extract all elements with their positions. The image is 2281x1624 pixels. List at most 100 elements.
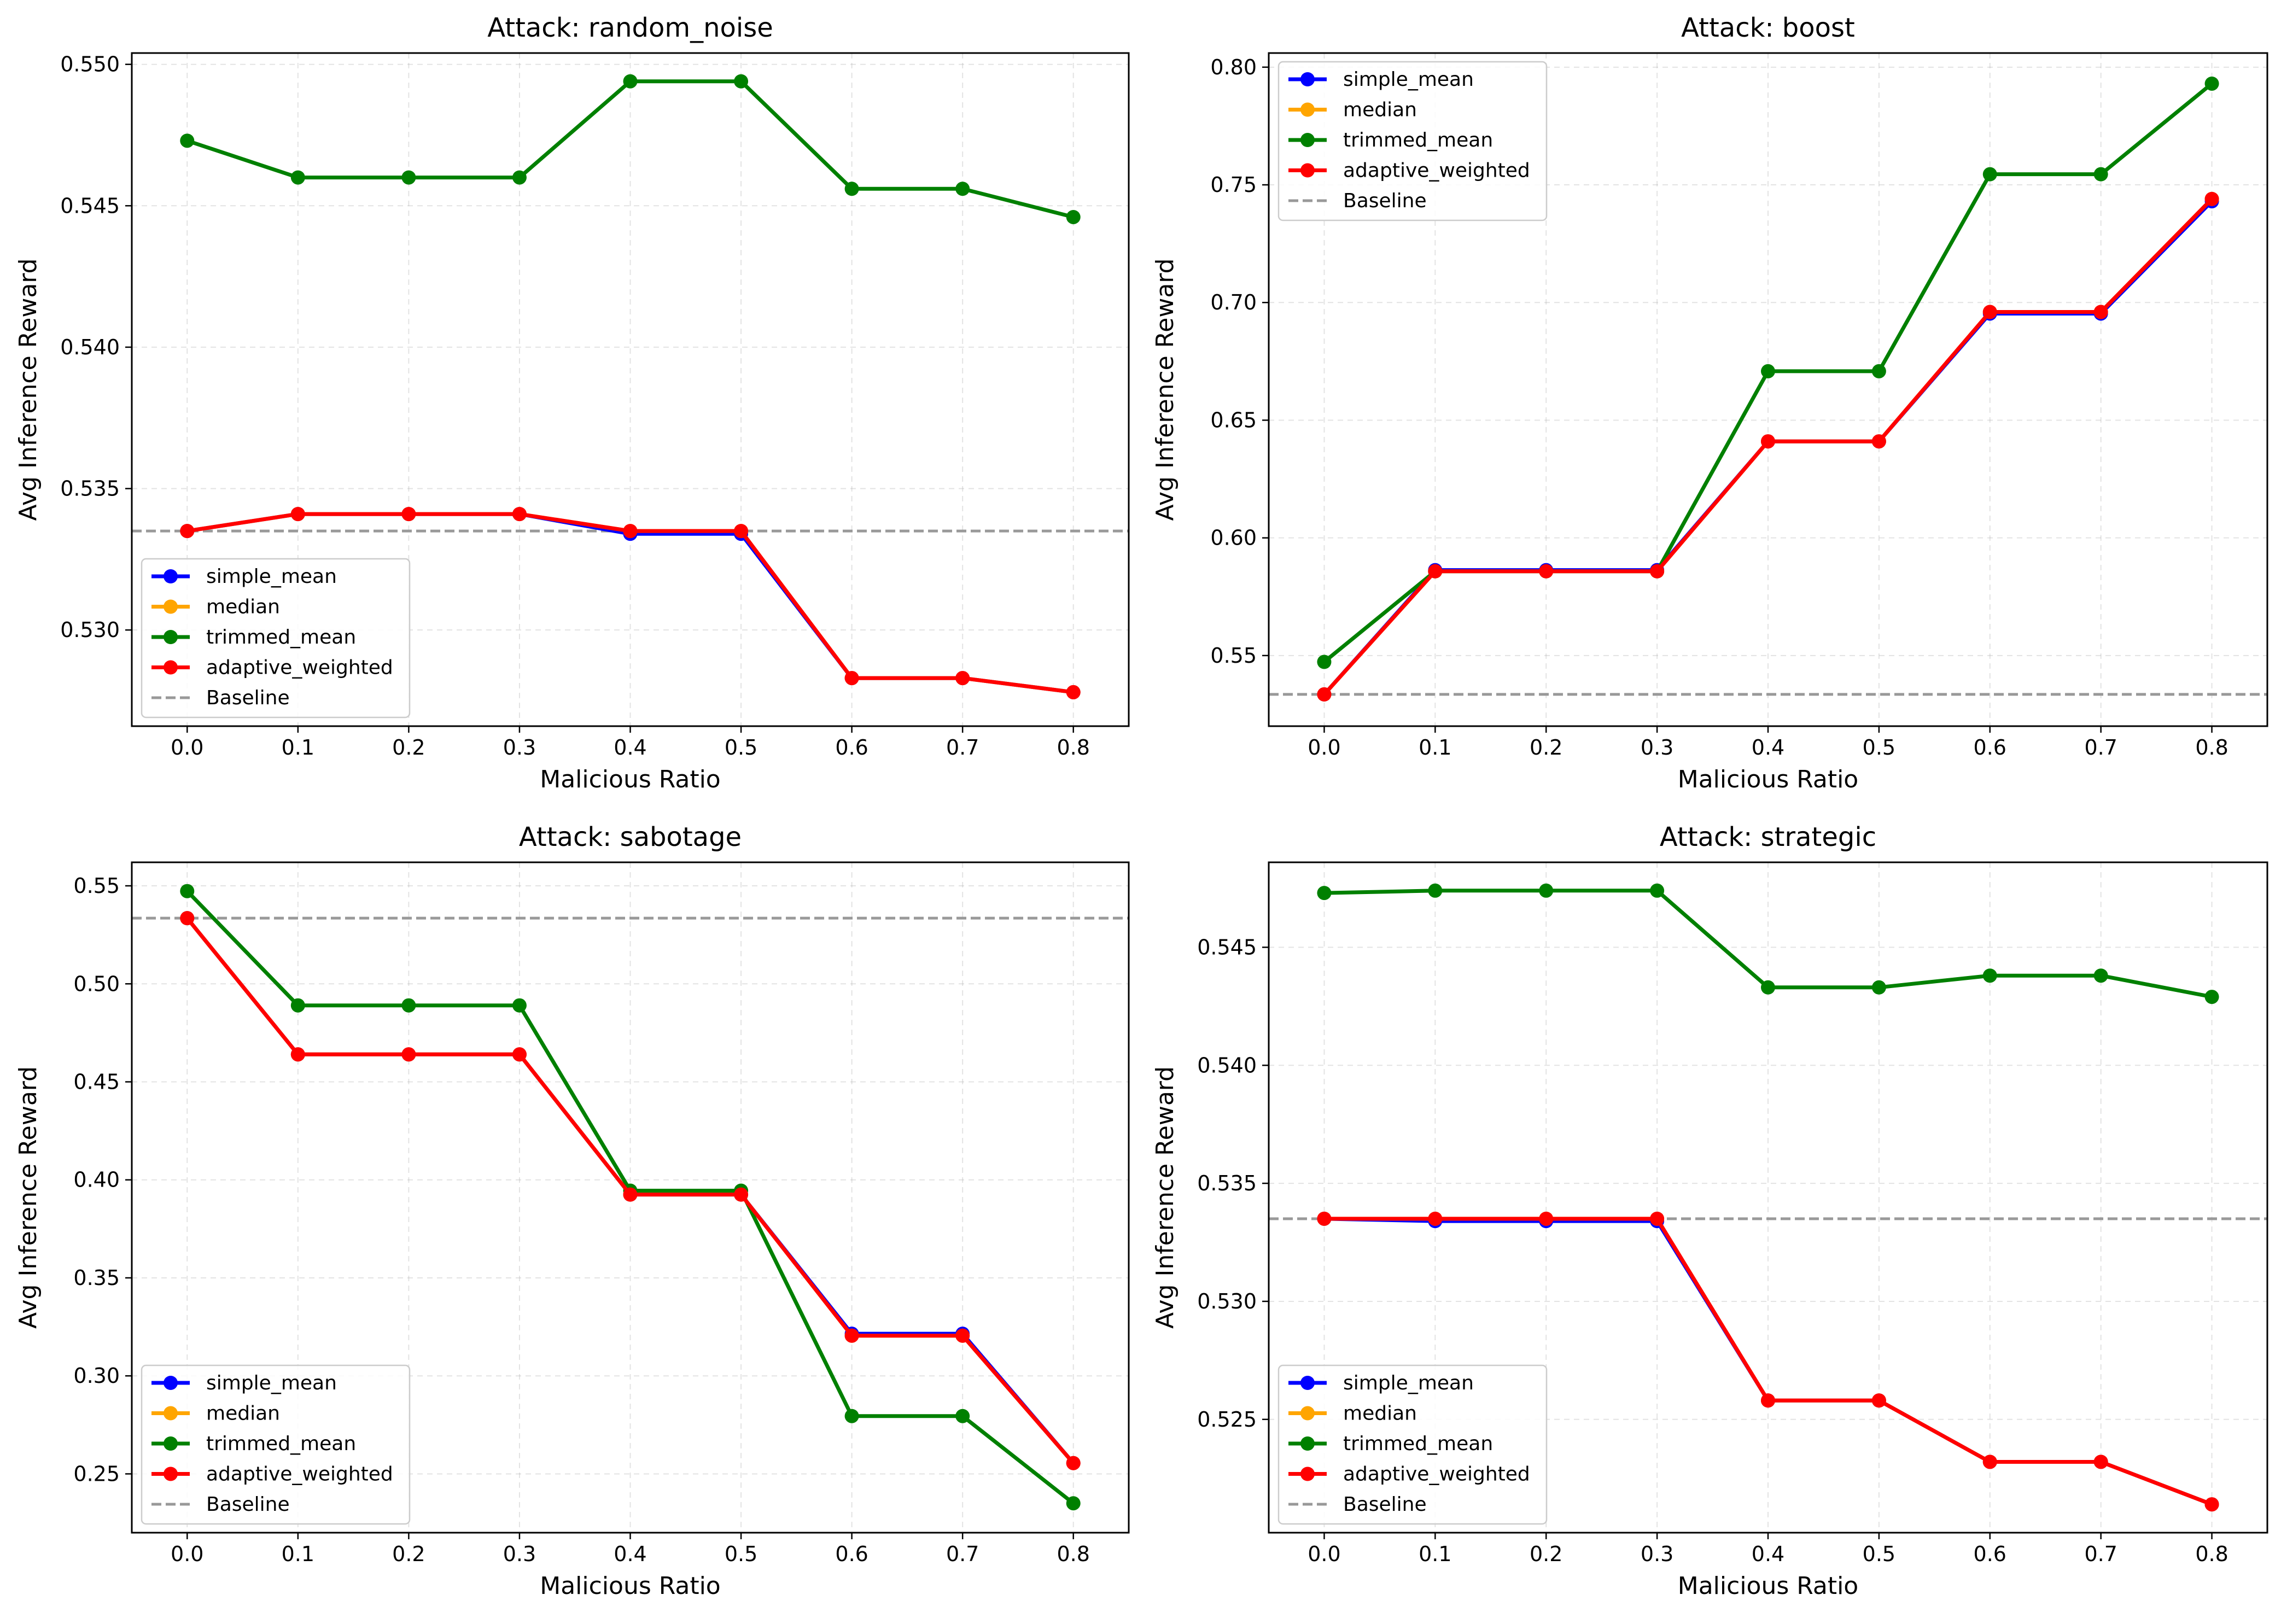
data-point-adaptive_weighted <box>2204 191 2219 206</box>
x-tick-label: 0.3 <box>1641 735 1673 760</box>
x-tick-label: 0.8 <box>2195 1542 2228 1566</box>
y-tick-label: 0.55 <box>1210 644 1257 668</box>
data-point-trimmed_mean <box>1539 883 1554 898</box>
y-tick-label: 0.545 <box>1197 935 1257 959</box>
legend-label-median: median <box>1343 1403 1417 1425</box>
data-point-adaptive_weighted <box>180 524 195 539</box>
x-tick-label: 0.4 <box>614 1542 646 1566</box>
data-point-trimmed_mean <box>1317 886 1332 901</box>
x-tick-label: 0.3 <box>503 1542 536 1566</box>
data-point-adaptive_weighted <box>1761 1393 1775 1408</box>
chart-panel-3: 0.0 0.1 0.2 0.3 0.4 0.5 0.6 0.7 0.8 0.25 0.30 0.35 0… <box>14 822 1130 1600</box>
x-tick-label: 0.7 <box>946 1542 979 1566</box>
legend-marker-simple_mean <box>1300 72 1315 86</box>
legend-box <box>1277 61 1548 221</box>
data-point-adaptive_weighted <box>734 1187 749 1202</box>
data-point-adaptive_weighted <box>2204 1497 2219 1512</box>
x-axis-label: Malicious Ratio <box>540 1572 720 1600</box>
legend-box <box>1277 1364 1548 1525</box>
data-point-adaptive_weighted <box>2093 1454 2108 1469</box>
x-tick-label: 0.6 <box>835 1542 868 1566</box>
legend-marker-trimmed_mean <box>164 630 178 644</box>
data-point-trimmed_mean <box>180 884 195 898</box>
legend-marker-simple_mean <box>1300 1376 1315 1390</box>
data-point-trimmed_mean <box>2093 167 2108 182</box>
x-tick-label: 0.8 <box>1057 735 1090 760</box>
y-tick-label: 0.75 <box>1210 173 1257 197</box>
data-point-trimmed_mean <box>844 182 859 196</box>
data-point-adaptive_weighted <box>1871 1393 1886 1408</box>
x-tick-label: 0.2 <box>392 735 425 760</box>
data-point-trimmed_mean <box>1650 883 1665 898</box>
legend-label-simple_mean: simple_mean <box>1343 68 1474 91</box>
legend-marker-adaptive_weighted <box>1300 1467 1315 1481</box>
series-line-trimmed_mean <box>186 79 1074 219</box>
legend-marker-median <box>1300 102 1315 117</box>
data-point-adaptive_weighted <box>623 1187 638 1202</box>
data-point-adaptive_weighted <box>1428 564 1443 579</box>
data-point-trimmed_mean <box>401 998 416 1013</box>
legend-marker-median <box>1300 1406 1315 1421</box>
data-point-trimmed_mean <box>844 1409 859 1423</box>
data-point-trimmed_mean <box>955 1409 970 1423</box>
data-point-trimmed_mean <box>512 998 527 1013</box>
legend-label-baseline: Baseline <box>206 687 290 709</box>
data-point-adaptive_weighted <box>180 911 195 926</box>
data-point-adaptive_weighted <box>1428 1211 1443 1226</box>
x-axis-label: Malicious Ratio <box>1678 1572 1858 1600</box>
data-point-trimmed_mean <box>1317 655 1332 669</box>
legend-label-median: median <box>206 1403 280 1425</box>
y-tick-label: 0.45 <box>73 1070 120 1094</box>
data-point-trimmed_mean <box>290 998 305 1013</box>
legend-marker-trimmed_mean <box>164 1436 178 1451</box>
data-point-trimmed_mean <box>2204 76 2219 91</box>
data-point-trimmed_mean <box>1428 883 1443 898</box>
data-point-adaptive_weighted <box>1539 564 1554 579</box>
x-tick-label: 0.4 <box>614 735 646 760</box>
x-tick-label: 0.2 <box>392 1542 425 1566</box>
data-point-trimmed_mean <box>512 170 527 185</box>
data-point-adaptive_weighted <box>1317 1211 1332 1226</box>
y-tick-label: 0.30 <box>73 1364 120 1388</box>
data-point-adaptive_weighted <box>2093 305 2108 319</box>
data-point-trimmed_mean <box>2204 990 2219 1004</box>
data-point-adaptive_weighted <box>734 524 749 539</box>
data-point-trimmed_mean <box>734 74 749 89</box>
data-point-adaptive_weighted <box>1982 305 1997 319</box>
legend-label-adaptive_weighted: adaptive_weighted <box>206 1463 393 1486</box>
legend-marker-adaptive_weighted <box>164 660 178 675</box>
y-tick-label: 0.55 <box>73 874 120 898</box>
y-tick-label: 0.60 <box>1210 526 1257 550</box>
data-point-adaptive_weighted <box>1650 1211 1665 1226</box>
x-tick-label: 0.0 <box>171 1542 203 1566</box>
data-point-adaptive_weighted <box>623 524 638 539</box>
x-axis-label: Malicious Ratio <box>540 766 720 793</box>
y-tick-label: 0.80 <box>1210 55 1257 79</box>
y-tick-label: 0.545 <box>60 194 120 218</box>
data-point-adaptive_weighted <box>1871 434 1886 449</box>
x-tick-label: 0.0 <box>171 735 203 760</box>
y-axis-label: Avg Inference Reward <box>1151 1066 1179 1329</box>
x-tick-label: 0.5 <box>725 1542 757 1566</box>
chart-panel-1: 0.0 0.1 0.2 0.3 0.4 0.5 0.6 0.7 0.8 0.530 0.535 0.5… <box>14 13 1130 793</box>
data-point-trimmed_mean <box>1066 209 1081 224</box>
legend-marker-simple_mean <box>164 1376 178 1390</box>
chart-title: Attack: random_noise <box>487 13 773 43</box>
x-axis-label: Malicious Ratio <box>1678 766 1858 793</box>
x-tick-label: 0.0 <box>1308 735 1340 760</box>
x-tick-label: 0.2 <box>1530 735 1562 760</box>
legend-label-baseline: Baseline <box>1343 190 1427 212</box>
data-point-adaptive_weighted <box>1317 687 1332 702</box>
legend-marker-adaptive_weighted <box>1300 163 1315 178</box>
legend-marker-adaptive_weighted <box>164 1467 178 1481</box>
legend-label-median: median <box>206 596 280 618</box>
y-tick-label: 0.535 <box>1197 1171 1257 1195</box>
y-tick-label: 0.70 <box>1210 290 1257 314</box>
y-tick-label: 0.530 <box>60 618 120 642</box>
legend-label-trimmed_mean: trimmed_mean <box>1343 1433 1493 1455</box>
data-point-adaptive_weighted <box>844 1328 859 1343</box>
y-tick-label: 0.35 <box>73 1266 120 1290</box>
